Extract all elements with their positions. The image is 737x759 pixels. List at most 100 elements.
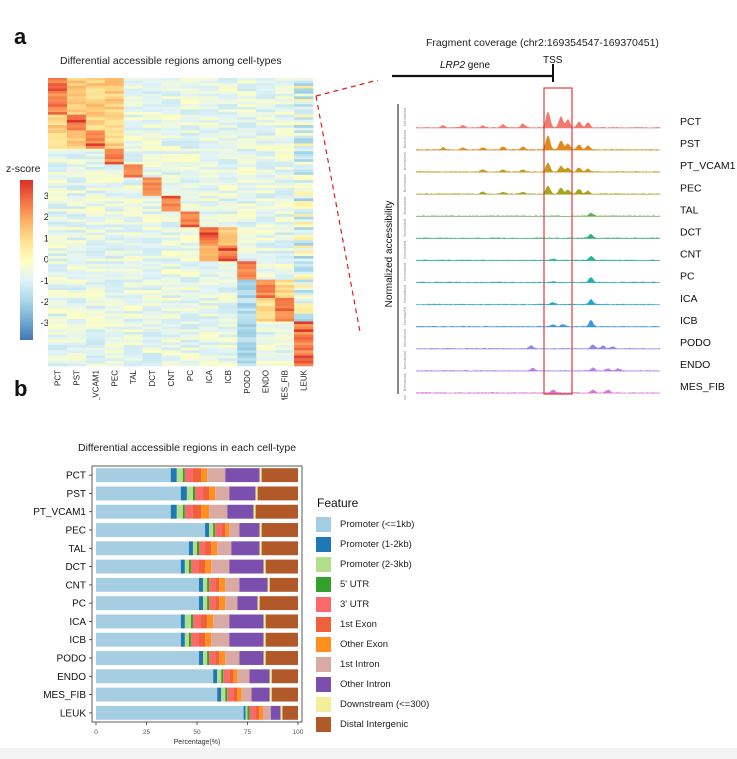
bar-segment <box>188 632 191 647</box>
bar-segment <box>261 523 298 537</box>
bar-segment <box>229 559 264 574</box>
x-tick-label: 0 <box>94 729 98 736</box>
legend-item: Other Exon <box>316 634 536 654</box>
heatmap-colorbar: 3 2 1 0 -1 -2 -3 <box>20 180 49 340</box>
bar-segment <box>176 504 183 519</box>
x-tick-label: 25 <box>143 729 151 736</box>
heatmap-column-label: DCT <box>148 370 157 387</box>
category-label: TAL <box>68 544 86 555</box>
category-label: LEUK <box>60 708 86 719</box>
colorbar-tick-label: 2 <box>44 212 49 223</box>
legend-swatch <box>316 516 331 532</box>
bar-segment <box>219 577 226 592</box>
bar-segment <box>245 705 248 720</box>
bar-segment <box>96 504 171 519</box>
coverage-area <box>415 134 661 151</box>
bar-segment <box>225 651 240 665</box>
bar-segment <box>229 486 256 501</box>
heatmap-column-label: MES_FIB <box>281 370 290 400</box>
legend-item: Distal Intergenic <box>316 714 536 734</box>
heatmap-column-label: LEUK <box>300 369 309 391</box>
bar-segment <box>239 523 260 537</box>
coverage-area <box>415 185 661 195</box>
track-axis-label: Normalized <box>403 263 407 281</box>
track-label: CNT <box>680 249 702 261</box>
bar-segment <box>186 486 193 501</box>
bar-segment <box>259 468 262 483</box>
bar-segment <box>219 596 226 611</box>
legend-label: 1st Intron <box>340 658 380 670</box>
coverage-track: Normalized ICB <box>403 307 698 328</box>
legend-swatch <box>316 636 331 652</box>
legend-label: 3' UTR <box>340 598 370 610</box>
track-label: ENDO <box>680 359 710 371</box>
coverage-area <box>415 319 661 328</box>
bar-segment <box>96 577 200 592</box>
bar-segment <box>221 669 224 684</box>
bar-segment <box>269 687 272 702</box>
bar-segment <box>184 468 193 483</box>
bar-segment <box>207 614 214 629</box>
bar-segment <box>257 596 260 611</box>
track-axis-label: Normalized <box>403 373 407 391</box>
bar-segment <box>192 541 197 556</box>
bar-segment <box>270 705 281 720</box>
legend-label: Other Intron <box>340 678 391 690</box>
bar-segment <box>267 577 270 592</box>
track-axis-label: Normalized <box>403 175 407 193</box>
bar-segment <box>170 468 177 483</box>
fragment-coverage-tracks: LRP2 gene TSS Normalized accessibility Norm… <box>384 55 736 400</box>
bar-segment <box>263 614 266 629</box>
track-label: PODO <box>680 337 711 349</box>
coverage-track: Normalized PODO <box>403 329 711 350</box>
track-label: PCT <box>680 116 702 128</box>
coverage-area <box>415 277 661 283</box>
heatmap-column-label: ICB <box>224 370 233 383</box>
track-label: DCT <box>680 227 702 239</box>
legend-item: 1st Exon <box>316 614 536 634</box>
heatmap-column-label: PODO <box>243 370 252 394</box>
legend-item: 1st Intron <box>316 654 536 674</box>
legend-swatch <box>316 696 331 712</box>
bar-segment <box>233 687 238 702</box>
bar-segment <box>217 541 232 556</box>
bar-segment <box>213 614 230 629</box>
heatmap-column-label: PCT <box>53 370 62 386</box>
bar-segment <box>180 559 185 574</box>
category-label: ENDO <box>57 672 86 683</box>
coverage-track: Normalized PC <box>403 263 695 283</box>
legend-item: 3' UTR <box>316 594 536 614</box>
heatmap-title: Differential accessible regions among ce… <box>60 55 282 67</box>
coverage-area <box>415 344 661 350</box>
panel-a-letter: a <box>14 24 27 49</box>
track-label: PT_VCAM1 <box>680 160 736 172</box>
track-axis-label: Normalized <box>403 396 407 400</box>
bar-segment <box>221 687 226 702</box>
bar-segment <box>249 669 270 684</box>
track-axis-label: Normalized <box>403 108 407 126</box>
bar-segment <box>201 504 210 519</box>
bar-segment <box>209 577 216 592</box>
bar-segment <box>215 596 220 611</box>
bar-segment <box>180 486 187 501</box>
legend-item: Promoter (1-2kb) <box>316 534 536 554</box>
bar-segment <box>96 486 181 501</box>
coverage-area <box>415 255 661 261</box>
x-tick-label: 75 <box>244 729 252 736</box>
bar-segment <box>259 541 262 556</box>
track-axis-label: Normalized <box>403 219 407 237</box>
bar-segment <box>282 705 298 720</box>
bar-segment <box>229 669 234 684</box>
bar-segment <box>184 504 193 519</box>
colorbar-tick-label: 3 <box>44 191 49 202</box>
track-axis-label: Normalized <box>403 307 407 325</box>
coverage-area <box>415 298 661 306</box>
bar-segment <box>197 541 200 556</box>
coverage-track: Normalized ICA <box>403 285 698 306</box>
bar-segment <box>205 523 210 537</box>
coverage-track: Normalized CNT <box>403 241 702 261</box>
bar-segment <box>263 705 271 720</box>
bar-segment <box>280 705 283 720</box>
bar-segment <box>205 559 212 574</box>
accessibility-heatmap: PCT PST PT_VCAM1 PEC TAL DCT CNT PC ICA ICB PODO EN… <box>48 78 314 400</box>
